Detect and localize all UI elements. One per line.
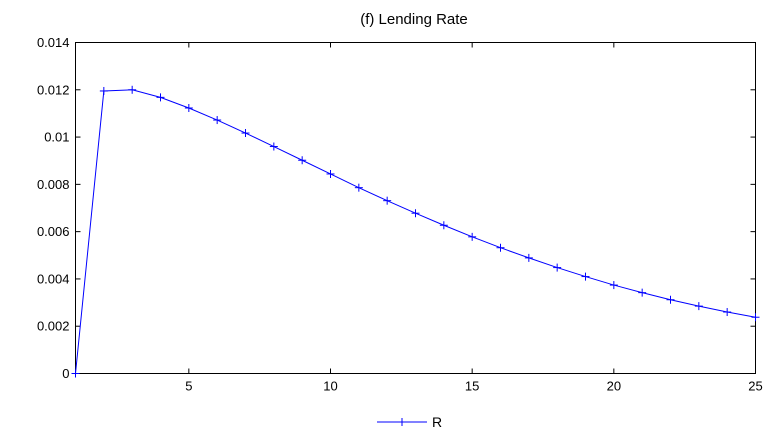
data-point <box>638 288 647 297</box>
data-point <box>128 85 137 94</box>
x-axis: 5 10 15 20 25 <box>185 42 763 394</box>
legend-marker-r <box>398 418 406 426</box>
data-point <box>439 221 448 230</box>
plot-area <box>75 42 756 374</box>
chart-title: (f) Lending Rate <box>360 11 468 28</box>
data-point <box>581 272 590 281</box>
data-point <box>99 86 108 95</box>
y-tick-label: 0.012 <box>37 82 70 97</box>
data-point <box>553 263 562 272</box>
legend: R <box>377 414 442 430</box>
y-tick-label: 0 <box>62 366 69 381</box>
data-point <box>751 313 760 322</box>
data-point <box>524 253 533 262</box>
x-tick-label: 20 <box>607 379 621 394</box>
y-axis: 0 0.002 0.004 0.006 0.008 0.01 0.012 0.014 <box>37 35 756 381</box>
series-layer <box>71 85 760 378</box>
x-tick-label: 25 <box>748 379 762 394</box>
data-point <box>156 93 165 102</box>
data-point <box>411 209 420 218</box>
x-tick-label: 15 <box>465 379 479 394</box>
y-tick-label: 0.006 <box>37 224 70 239</box>
data-point <box>354 183 363 192</box>
data-point <box>213 116 222 125</box>
data-point <box>609 281 618 290</box>
data-point <box>383 196 392 205</box>
data-point <box>269 142 278 151</box>
data-point <box>723 308 732 317</box>
data-point <box>666 295 675 304</box>
data-point <box>241 129 250 138</box>
y-tick-label: 0.008 <box>37 177 70 192</box>
x-tick-label: 10 <box>323 379 337 394</box>
data-point <box>71 369 80 378</box>
x-tick-label: 5 <box>185 379 192 394</box>
y-tick-label: 0.014 <box>37 35 70 50</box>
y-tick-label: 0.004 <box>37 271 70 286</box>
data-point <box>468 232 477 241</box>
data-point <box>496 243 505 252</box>
legend-label-r: R <box>432 414 442 430</box>
y-tick-label: 0.01 <box>44 130 69 145</box>
data-point <box>184 103 193 112</box>
data-point <box>326 169 335 178</box>
y-tick-label: 0.002 <box>37 319 70 334</box>
data-point <box>694 302 703 311</box>
series-line-r <box>75 89 756 374</box>
data-point <box>298 156 307 165</box>
